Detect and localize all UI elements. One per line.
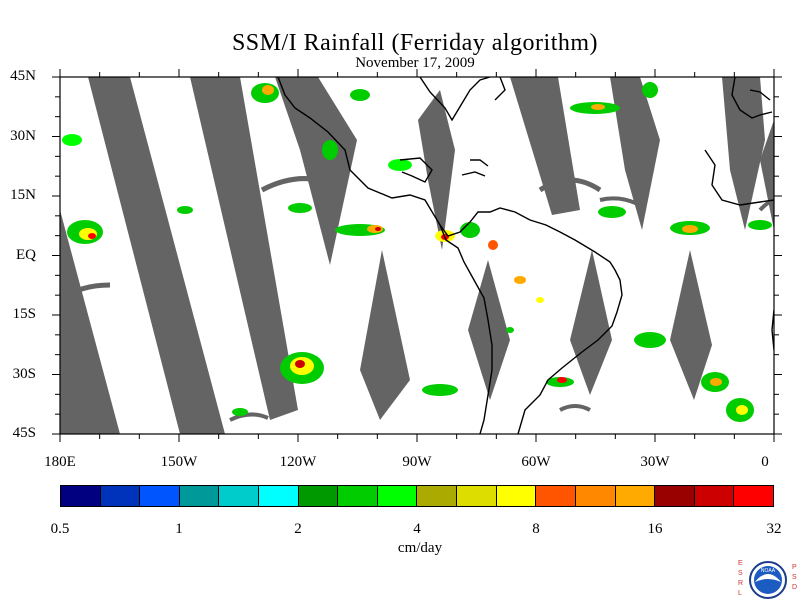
colorbar-swatch — [456, 486, 496, 506]
lon-label-180e: 180E — [44, 454, 76, 470]
colorbar-swatch — [416, 486, 457, 506]
colorbar-swatch — [297, 486, 338, 506]
colorbar-swatch — [99, 486, 140, 506]
colorbar-swatch — [61, 486, 100, 506]
lat-label-30n: 30N — [10, 127, 36, 144]
colorbar-label: 0.5 — [50, 521, 70, 537]
lat-label-30s: 30S — [12, 365, 36, 382]
logo-text: NOAA — [761, 568, 776, 574]
lon-label-90w: 90W — [402, 454, 432, 470]
colorbar-swatch — [258, 486, 298, 506]
colorbar-label: 2 — [294, 521, 302, 537]
colorbar-swatch — [376, 486, 417, 506]
colorbar-swatch — [178, 486, 219, 506]
svg-text:R: R — [738, 580, 743, 587]
colorbar-label: 1 — [175, 521, 183, 537]
colorbar-swatch — [654, 486, 694, 506]
map-title: SSM/I Rainfall (Ferriday algorithm) — [231, 30, 599, 56]
colorbar-swatch — [495, 486, 536, 506]
colorbar-label: 32 — [766, 521, 782, 537]
colorbar-unit: cm/day — [397, 540, 443, 556]
svg-text:S: S — [738, 570, 743, 577]
lat-label-eq: EQ — [16, 246, 36, 263]
colorbar-label: 16 — [647, 521, 663, 537]
colorbar-swatch — [733, 486, 773, 506]
lat-label-15s: 15S — [12, 306, 36, 322]
lon-label-150w: 150W — [160, 454, 198, 470]
colorbar-swatch — [693, 486, 734, 506]
rainfall-colorbar — [60, 485, 774, 507]
lon-label-30w: 30W — [640, 454, 670, 470]
lat-label-45s: 45S — [12, 425, 36, 441]
colorbar-label: 8 — [532, 521, 540, 537]
no-data-swaths — [60, 77, 774, 434]
colorbar-swatch — [139, 486, 179, 506]
coastlines — [277, 77, 774, 434]
colorbar-swatch — [614, 486, 655, 506]
svg-text:E: E — [738, 560, 743, 567]
svg-text:L: L — [738, 590, 742, 597]
lon-label-120w: 120W — [279, 454, 317, 470]
lat-label-15n: 15N — [10, 187, 36, 203]
lat-label-45n: 45N — [10, 68, 36, 84]
lon-label-60w: 60W — [521, 454, 551, 470]
colorbar-swatch — [574, 486, 615, 506]
colorbar-swatch — [535, 486, 575, 506]
svg-text:P: P — [792, 564, 797, 571]
lon-label-0: 0 — [761, 454, 769, 470]
colorbar-label: 4 — [413, 521, 421, 537]
colorbar-swatch — [337, 486, 377, 506]
colorbar-swatch — [218, 486, 259, 506]
svg-text:S: S — [792, 574, 797, 581]
svg-text:D: D — [792, 584, 797, 591]
map-date: November 17, 2009 — [355, 55, 475, 71]
rainfall-patches — [62, 82, 772, 422]
